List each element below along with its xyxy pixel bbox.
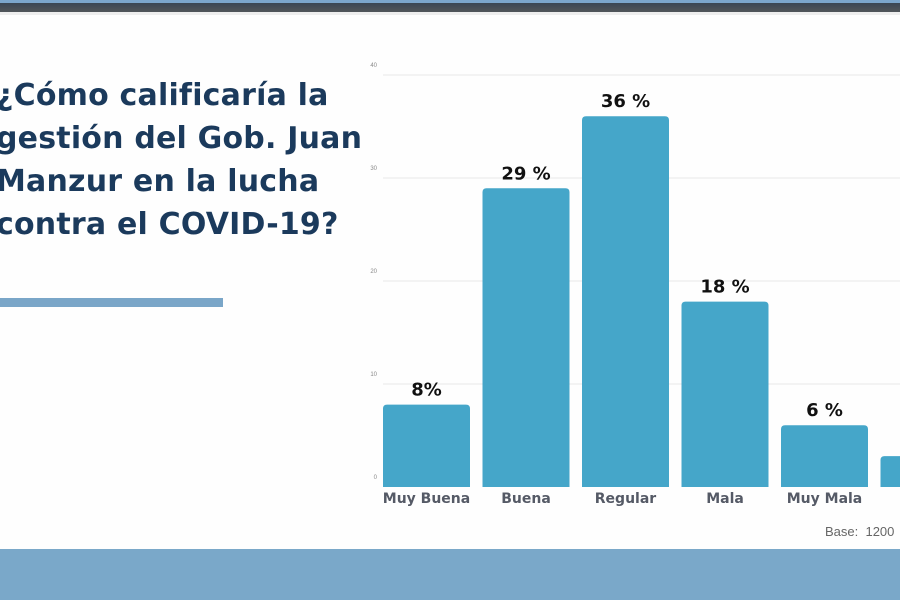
y-tick-label: 10 <box>370 372 377 378</box>
bar <box>482 188 570 488</box>
title-accent-line <box>0 298 223 307</box>
top-divider <box>0 12 900 15</box>
data-label: 18 % <box>700 277 749 298</box>
x-tick-label: Buena <box>501 491 551 507</box>
x-tick-label: Regular <box>595 491 657 507</box>
top-bar <box>0 3 900 12</box>
bottom-band <box>0 549 900 600</box>
data-label: 6 % <box>806 400 843 421</box>
data-label: 29 % <box>501 163 550 184</box>
bar <box>880 456 900 487</box>
base-note: Base: 1200 <box>825 524 895 539</box>
bar <box>781 425 868 487</box>
y-tick-label: 0 <box>374 475 378 481</box>
bar <box>681 301 769 487</box>
top-strip <box>0 0 900 3</box>
data-label: 8% <box>411 380 442 401</box>
data-label: 36 % <box>601 91 650 112</box>
x-tick-label: Muy Buena <box>383 491 470 507</box>
y-tick-label: 40 <box>370 63 377 69</box>
x-tick-label: Muy Mala <box>787 491 863 507</box>
y-tick-label: 30 <box>370 166 377 172</box>
y-tick-label: 20 <box>370 269 377 275</box>
chart-title: ¿Cómo calificaría la gestión del Gob. Ju… <box>0 78 363 242</box>
bar <box>582 116 669 487</box>
bar <box>383 404 470 487</box>
x-tick-label: Mala <box>706 491 744 507</box>
